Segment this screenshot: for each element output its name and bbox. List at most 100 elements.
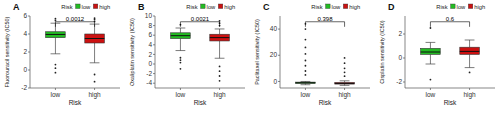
median xyxy=(421,52,441,53)
median xyxy=(210,37,230,38)
panel-label: A xyxy=(13,2,20,12)
legend: Risklowhigh xyxy=(311,4,360,10)
y-tick xyxy=(153,25,155,26)
x-axis-label: Risk xyxy=(444,99,457,106)
y-tick-label: 2 xyxy=(148,51,152,58)
box xyxy=(85,34,105,43)
outlier xyxy=(344,75,346,77)
legend-entry: low xyxy=(207,4,217,10)
legend-swatch xyxy=(326,4,331,9)
whisker xyxy=(219,41,220,58)
legend-swatch xyxy=(93,4,98,9)
median xyxy=(296,82,316,83)
y-tick-label: 20 xyxy=(270,51,278,58)
x-axis-label: Risk xyxy=(194,99,207,106)
whisker xyxy=(430,42,431,48)
y-tick-label: 0 xyxy=(23,66,27,73)
p-value: 0.398 xyxy=(317,16,333,22)
x-axis xyxy=(280,88,370,89)
legend-swatch xyxy=(218,4,223,9)
whisker-cap xyxy=(215,58,225,59)
y-tick-label: 0 xyxy=(148,60,152,67)
legend-title: Risk xyxy=(311,4,322,10)
x-tick-label: low xyxy=(426,91,436,98)
p-value: 0.0021 xyxy=(191,16,210,22)
outlier xyxy=(180,59,182,61)
y-tick xyxy=(153,54,155,55)
y-tick xyxy=(28,70,30,71)
outlier xyxy=(55,64,57,66)
x-tick-label: high xyxy=(88,91,101,99)
box xyxy=(335,83,355,85)
y-tick-label: -2 xyxy=(396,78,402,85)
whisker-cap xyxy=(301,84,311,85)
outlier xyxy=(219,20,221,22)
outlier xyxy=(94,81,96,83)
whisker-cap xyxy=(301,81,311,82)
legend-swatch xyxy=(343,4,348,9)
y-tick xyxy=(28,88,30,89)
legend-swatch xyxy=(76,4,81,9)
y-tick xyxy=(153,73,155,74)
box xyxy=(296,82,316,83)
y-axis xyxy=(405,16,406,88)
whisker-cap xyxy=(51,53,61,54)
outlier xyxy=(305,39,307,41)
bracket xyxy=(305,22,344,27)
outlier xyxy=(305,47,307,49)
y-axis xyxy=(280,16,281,88)
outlier xyxy=(344,71,346,73)
outlier xyxy=(305,28,307,30)
panel: 02040lowhighRiskPaclitaxel sensitivity (… xyxy=(254,2,370,106)
outlier xyxy=(305,60,307,62)
x-axis xyxy=(30,88,120,89)
y-tick-label: 4 xyxy=(148,41,152,48)
x-tick-label: low xyxy=(51,91,61,98)
outlier xyxy=(219,75,221,77)
x-axis-label: Risk xyxy=(319,99,332,106)
y-tick xyxy=(28,34,30,35)
legend-entry: high xyxy=(349,4,360,10)
whisker xyxy=(469,40,470,47)
panel: -202lowhighRiskCisplatin sensitivity (IC… xyxy=(379,2,495,106)
outlier xyxy=(55,18,57,20)
y-tick-label: 6 xyxy=(23,12,27,19)
box xyxy=(460,47,480,54)
bracket xyxy=(180,22,219,27)
legend: Risklowhigh xyxy=(61,4,110,10)
y-tick-label: 2 xyxy=(398,30,402,37)
panel: -20246lowhighRiskFluorouracil sensitivit… xyxy=(4,2,120,106)
y-tick-label: -2 xyxy=(146,70,152,77)
y-tick xyxy=(153,35,155,36)
box xyxy=(421,48,441,54)
x-tick-label: low xyxy=(176,91,186,98)
legend-entry: low xyxy=(82,4,92,10)
outlier xyxy=(94,74,96,76)
y-tick-label: 2 xyxy=(23,48,27,55)
legend-title: Risk xyxy=(186,4,197,10)
y-tick-label: 6 xyxy=(148,31,152,38)
y-tick xyxy=(278,29,280,30)
outlier xyxy=(219,66,221,68)
panel-label: C xyxy=(263,2,270,12)
whisker-cap xyxy=(176,28,186,29)
y-tick-label: -4 xyxy=(146,79,152,86)
legend-entry: low xyxy=(457,4,467,10)
y-tick xyxy=(278,81,280,82)
outlier xyxy=(55,72,57,74)
outlier xyxy=(344,62,346,64)
whisker xyxy=(180,39,181,51)
whisker-cap xyxy=(426,64,436,65)
y-tick xyxy=(153,83,155,84)
outlier xyxy=(55,67,57,69)
legend: Risklowhigh xyxy=(436,4,485,10)
y-tick-label: 0 xyxy=(398,54,402,61)
marks xyxy=(46,17,105,82)
outlier xyxy=(219,70,221,72)
whisker-cap xyxy=(465,67,475,68)
y-tick xyxy=(278,55,280,56)
x-axis xyxy=(155,88,245,89)
outlier xyxy=(430,79,432,81)
y-tick-label: -2 xyxy=(21,84,27,91)
bracket xyxy=(430,22,469,27)
